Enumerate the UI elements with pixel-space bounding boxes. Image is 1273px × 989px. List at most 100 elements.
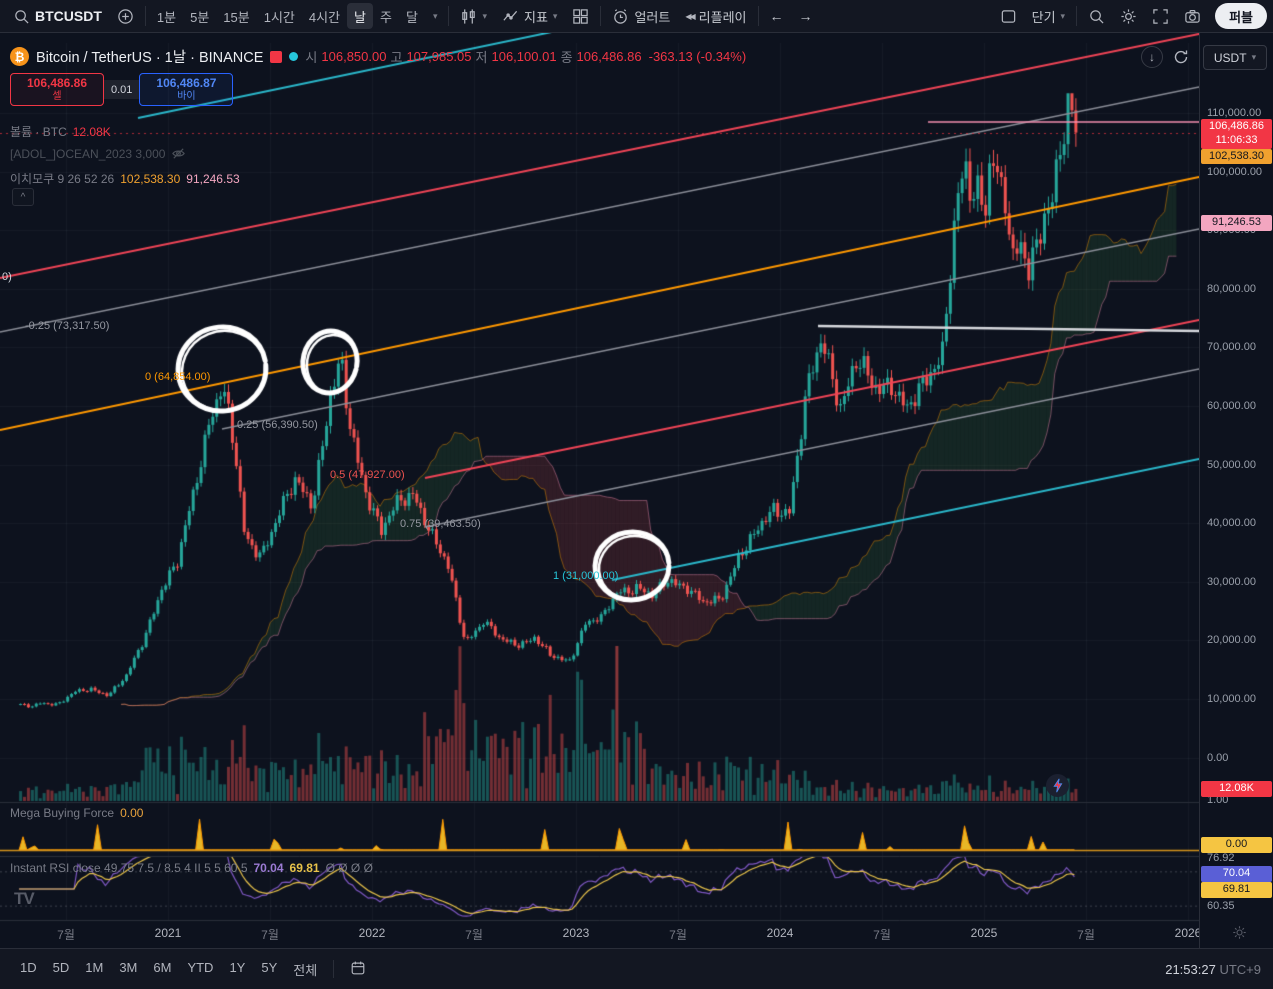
eye-off-icon[interactable] [171, 146, 186, 161]
ichimoku-legend[interactable]: 이치모쿠 9 26 52 26 102,538.30 91,246.53 [10, 170, 240, 187]
time-axis-settings-button[interactable] [1232, 925, 1247, 943]
screenshot-button[interactable] [1177, 3, 1208, 29]
compare-add-button[interactable] [110, 3, 141, 29]
redo-arrow-icon: → [798, 8, 813, 24]
layout-square-icon [1001, 9, 1015, 23]
toolbar-separator [1076, 6, 1078, 26]
clock[interactable]: 21:53:27 UTC+9 [1165, 962, 1261, 977]
timeframe-4시간[interactable]: 4시간 [308, 9, 341, 25]
undo-button[interactable]: ← [763, 3, 791, 29]
badge-countdown: 11:06:33 [1215, 134, 1258, 147]
quick-search-button[interactable] [1081, 3, 1112, 29]
price-badge: 12.08K [1201, 781, 1272, 797]
time-axis-label[interactable]: 7월 [1077, 928, 1095, 942]
ohlc-key: 저 [475, 50, 488, 65]
scroll-to-realtime-button[interactable]: ↓ [1141, 46, 1163, 68]
time-axis-label[interactable]: 2024 [766, 926, 794, 940]
time-axis-label[interactable]: 2026 [1174, 926, 1199, 940]
candlestick-icon [462, 8, 476, 24]
range-button-1D[interactable]: 1D [20, 959, 37, 975]
time-axis-label[interactable]: 7월 [873, 928, 891, 942]
timeframe-1시간[interactable]: 1시간 [263, 9, 295, 25]
symbol-title[interactable]: Bitcoin / TetherUS · 1날 · BINANCE [36, 50, 264, 66]
layout-name: 단기 [1031, 9, 1056, 25]
range-button-6M[interactable]: 6M [153, 959, 172, 975]
go-to-date-button[interactable] [342, 957, 374, 982]
fib-level-label: 1 (31,000.00) [553, 570, 619, 582]
volume-value: 12.08K [72, 124, 111, 139]
mbf-legend[interactable]: Mega Buying Force 0.00 [10, 806, 143, 820]
collapse-legend-button[interactable]: ^ [12, 188, 34, 206]
time-axis-label[interactable]: 2023 [562, 926, 590, 940]
tradingview-logo[interactable]: TV [14, 889, 35, 908]
layout-name-button[interactable]: 단기 ▾ [1025, 3, 1072, 29]
fib-level-label: 0.25 (56,390.50) [237, 419, 318, 431]
bitcoin-logo-icon: ₿ [10, 47, 29, 66]
range-button-5D[interactable]: 5D [52, 959, 70, 975]
price-tick: 20,000.00 [1207, 634, 1256, 647]
time-axis-label[interactable]: 7월 [669, 928, 687, 942]
ichimoku-label: 이치모쿠 9 26 52 26 [10, 172, 115, 186]
volume-legend[interactable]: 볼륨 · BTC 12.08K [10, 123, 111, 140]
rsi-label: Instant RSI close 49.75 7.5 / 8.5 4 II 5… [10, 861, 248, 875]
clock-time: 21:53:27 [1165, 961, 1216, 977]
badge-value: 69.81 [1222, 883, 1251, 895]
price-axis[interactable]: 110,000.00100,000.0090,000.0080,000.0070… [1199, 33, 1273, 948]
timeframe-1분[interactable]: 1분 [156, 9, 177, 25]
currency-unit-selector[interactable]: USDT ▾ [1203, 45, 1267, 70]
indicator-icon [503, 10, 518, 21]
range-button-1M[interactable]: 1M [85, 959, 104, 975]
range-button-YTD[interactable]: YTD [187, 959, 214, 975]
lightning-badge-icon[interactable] [1046, 774, 1069, 797]
price-tick: 30,000.00 [1207, 575, 1256, 588]
fullscreen-button[interactable] [1145, 3, 1176, 29]
rsi-suffix: Ø Ø Ø Ø [325, 861, 373, 875]
settings-button[interactable] [1113, 3, 1144, 29]
gear-icon [1233, 926, 1246, 939]
left-cut-label: 0) [2, 271, 12, 283]
timeframe-달[interactable]: 달 [405, 9, 418, 25]
price-badge: 102,538.30 [1201, 148, 1272, 165]
search-icon [15, 9, 29, 24]
time-axis-label[interactable]: 2022 [358, 926, 386, 940]
fullscreen-icon [1153, 8, 1168, 24]
fib-level-label: 0 (64,854.00) [145, 371, 211, 383]
timeframe-15분[interactable]: 15분 [223, 9, 250, 25]
range-button-3M[interactable]: 3M [119, 959, 138, 975]
redo-button[interactable]: → [792, 3, 820, 29]
sell-button[interactable]: 106,486.86 셀 [10, 73, 104, 106]
range-button-전체[interactable]: 전체 [293, 962, 318, 978]
timeframe-주[interactable]: 주 [380, 9, 392, 25]
interval-menu-button[interactable]: ▾ [426, 3, 445, 29]
ohlc-value: 106,486.86 [576, 49, 642, 64]
symbol-search-button[interactable]: BTCUSDT [6, 3, 109, 29]
time-axis-label[interactable]: 7월 [57, 928, 75, 942]
rsi-legend[interactable]: Instant RSI close 49.75 7.5 / 8.5 4 II 5… [10, 861, 373, 875]
chart-type-button[interactable]: ▾ [453, 3, 494, 29]
reset-chart-button[interactable] [1172, 48, 1190, 69]
timeframe-5분[interactable]: 5분 [190, 9, 210, 25]
range-button-5Y[interactable]: 5Y [261, 959, 278, 975]
indicators-button[interactable]: 지표 ▾ [495, 3, 564, 29]
ichimoku-senkou-a-value: 102,538.30 [120, 171, 181, 186]
replay-button[interactable]: ◀◀ 리플레이 [678, 3, 753, 29]
price-badge: 69.81 [1201, 882, 1272, 898]
ohlc-value: 107,985.05 [406, 49, 472, 64]
publish-button[interactable]: 퍼블 [1215, 3, 1267, 29]
replay-label: 리플레이 [698, 9, 747, 25]
sell-price: 106,486.86 [26, 75, 88, 90]
price-chart-canvas[interactable] [0, 33, 1199, 948]
multichart-layout-button[interactable] [565, 3, 596, 29]
timeframe-날[interactable]: 날 [347, 3, 373, 29]
range-button-1Y[interactable]: 1Y [229, 959, 246, 975]
ohlc-values: 시 106,850.00 고 107,985.05 저 106,100.01 종 106,48… [305, 47, 641, 66]
ocean-indicator-legend[interactable]: [ADOL_]OCEAN_2023 3,000 [10, 146, 186, 161]
time-axis-label[interactable]: 7월 [465, 928, 483, 942]
time-axis-label[interactable]: 2021 [154, 926, 182, 940]
time-axis-label[interactable]: 7월 [261, 928, 279, 942]
layout-button[interactable] [993, 3, 1024, 29]
time-axis-label[interactable]: 2025 [970, 926, 998, 940]
alert-button[interactable]: 얼러트 [605, 3, 677, 29]
buy-button[interactable]: 106,486.87 바이 [139, 73, 234, 106]
symbol-name: BTCUSDT [35, 8, 102, 24]
